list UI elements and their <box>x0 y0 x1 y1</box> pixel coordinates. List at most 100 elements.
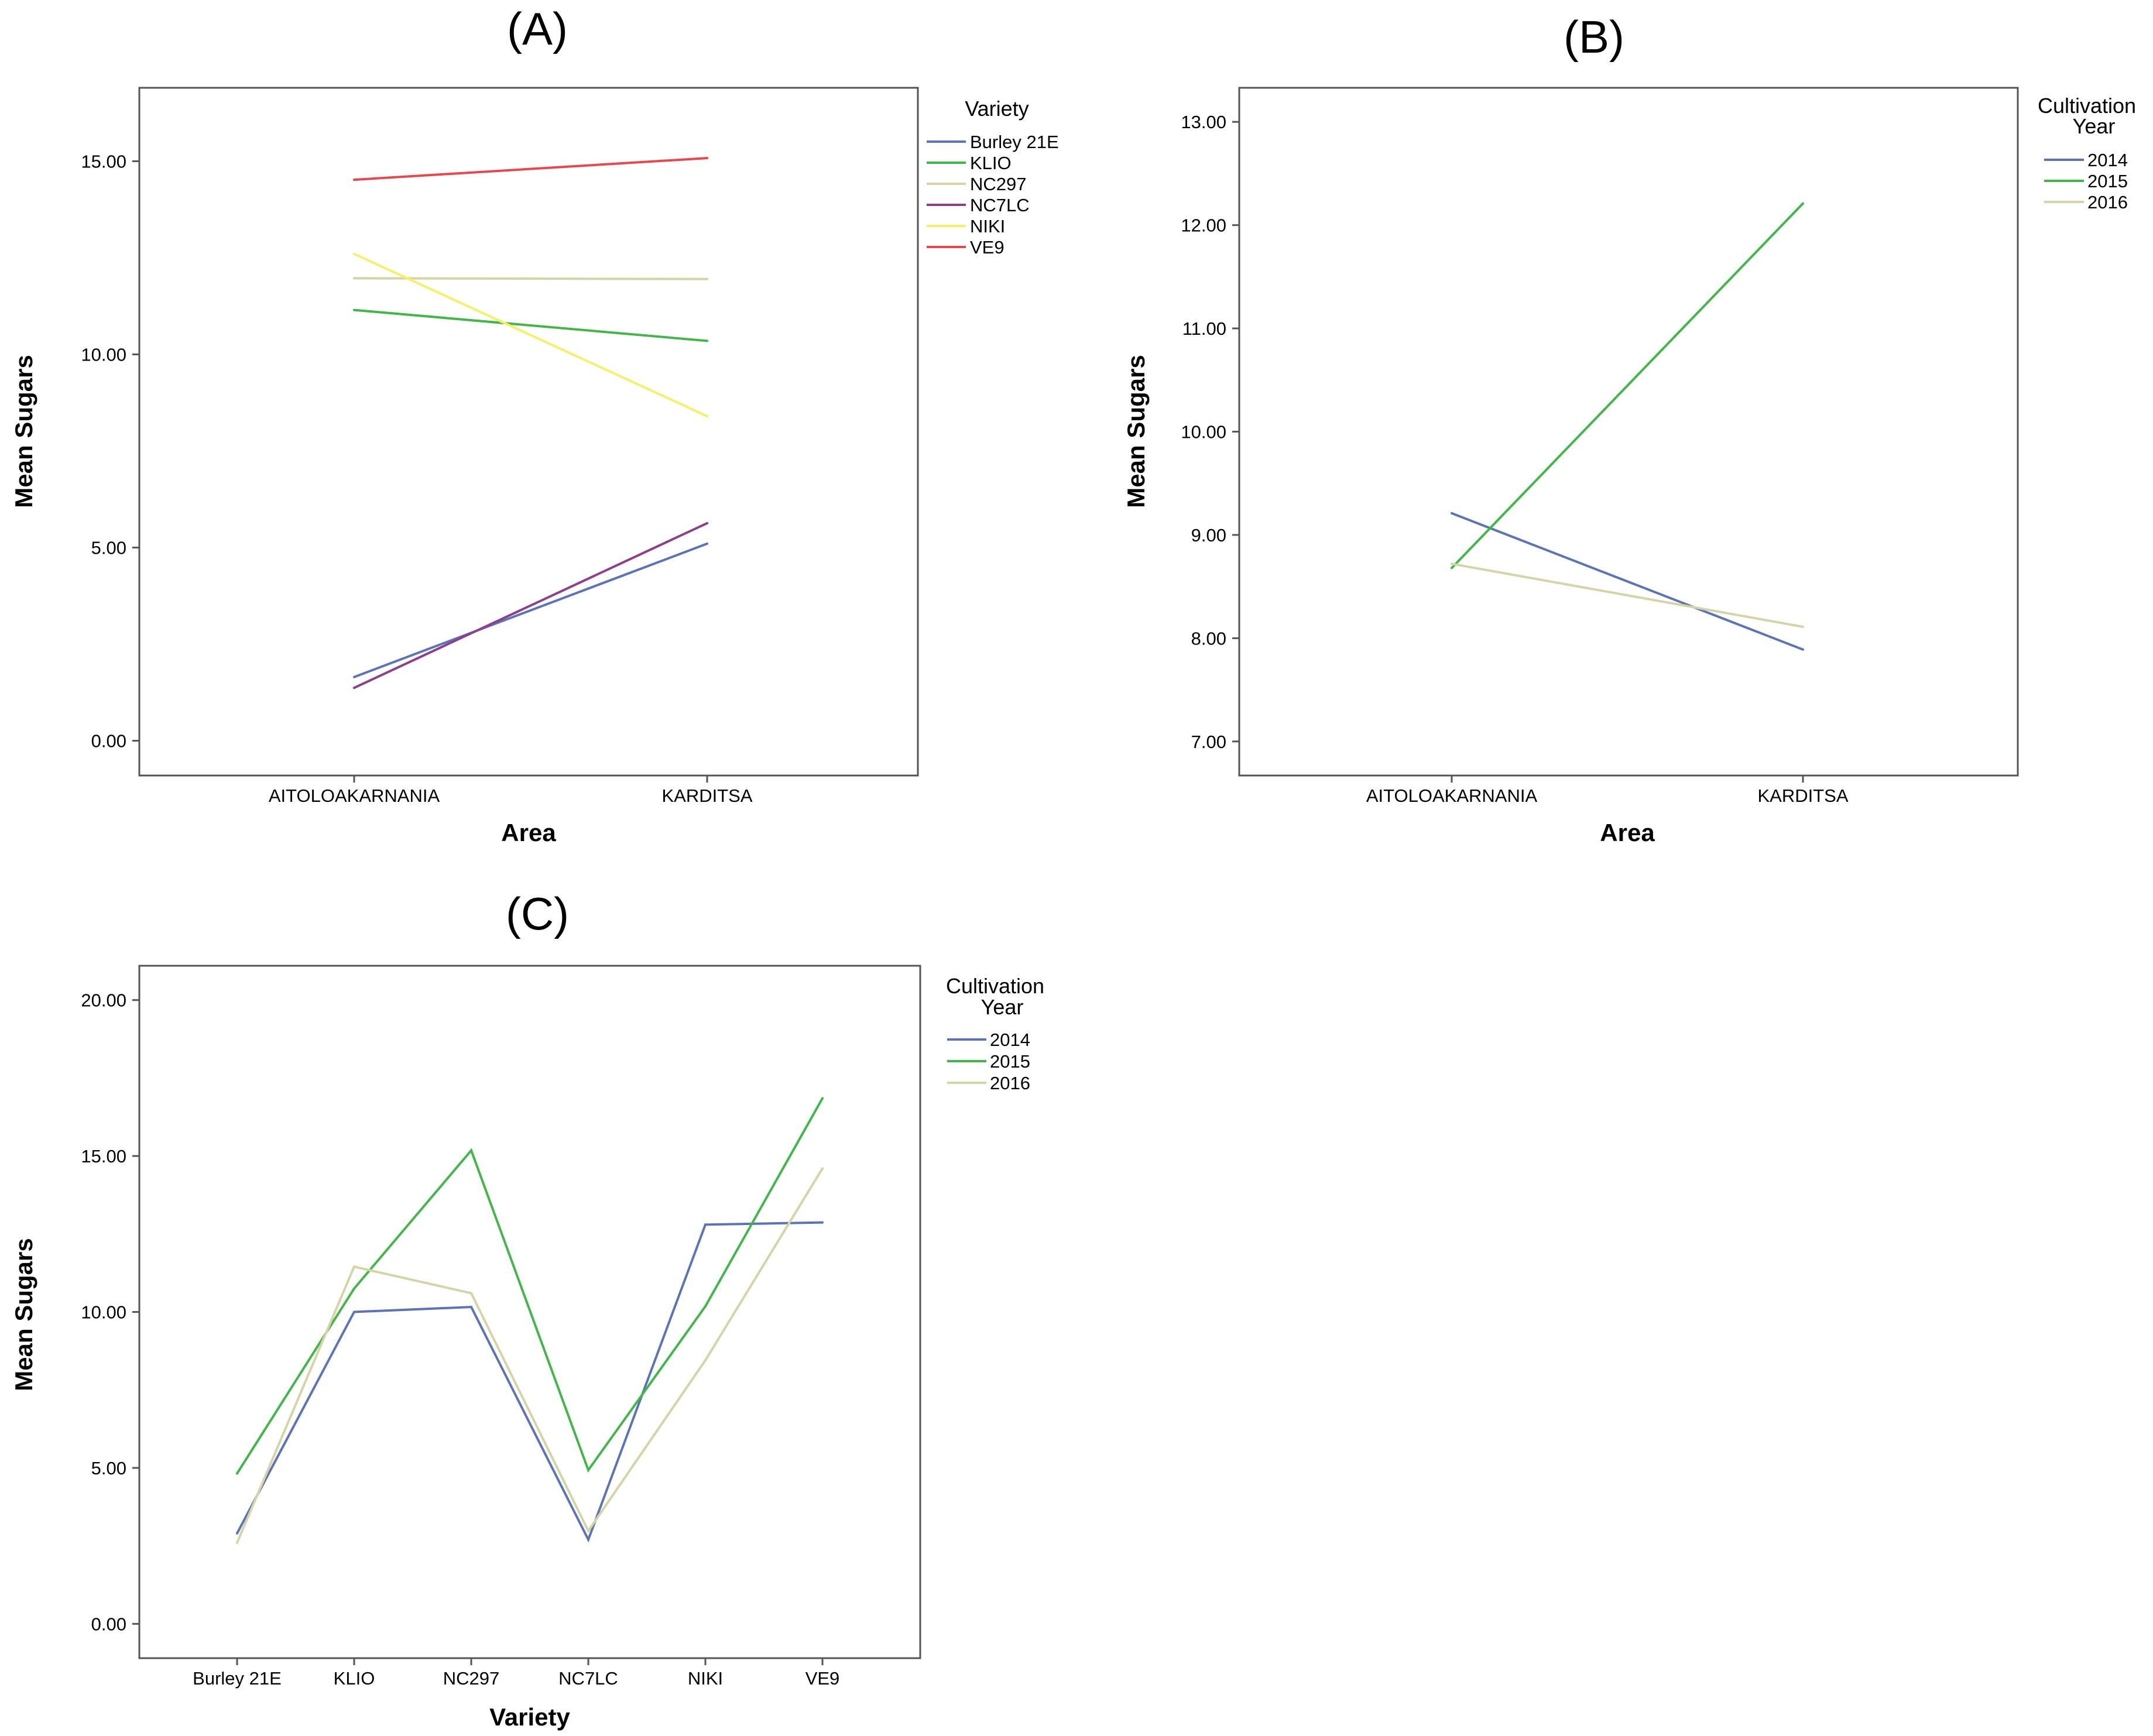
panel-a-data-point <box>706 415 708 418</box>
panel-a-y-tick-label: 15.00 <box>81 151 126 171</box>
panel-c-y-tick-label: 15.00 <box>81 1146 126 1167</box>
panel-b-legend-title-line1: Cultivation <box>2038 94 2136 118</box>
panel-c-data-point <box>821 1221 824 1224</box>
panel-c-x-tick-label: NC7LC <box>558 1668 618 1689</box>
panel-a-series-line-ve9 <box>354 157 708 181</box>
panel-c-y-tick-label: 5.00 <box>91 1458 126 1478</box>
panel-c-x-tick-label: KLIO <box>334 1668 375 1689</box>
panel-c-data-point <box>470 1306 472 1308</box>
panel-a-data-point <box>706 277 708 280</box>
panel-c-data-point <box>821 1097 824 1100</box>
panel-c-y-tick-label: 0.00 <box>91 1614 126 1634</box>
panel-a-series-line-nc7lc <box>354 522 708 689</box>
panel-a-label: (A) <box>507 3 568 54</box>
panel-b-plot-frame <box>1238 87 2019 777</box>
panel-c-data-point <box>236 1472 238 1475</box>
panel-c-legend-label: 2015 <box>990 1051 1030 1072</box>
panel-c-data-point <box>353 1287 355 1290</box>
panel-b-series-line-2015 <box>1451 203 1804 569</box>
panel-a-x-axis-title: Area <box>501 819 556 846</box>
panel-c-data-point <box>704 1359 707 1362</box>
panel-c-legend-label: 2016 <box>990 1073 1030 1093</box>
panel-b-series-line-2016 <box>1451 562 1804 628</box>
panel-c-legend-title-line2: Year <box>981 995 1024 1019</box>
panel-b-x-axis-title: Area <box>1600 819 1655 846</box>
panel-a-series-line-burley-21e <box>354 543 708 678</box>
panel-c-x-tick-label: NIKI <box>688 1668 723 1689</box>
panel-a-y-tick-label: 0.00 <box>91 731 126 752</box>
panel-b-y-axis-title: Mean Sugars <box>1122 355 1150 507</box>
panel-c-x-tick-label: Burley 21E <box>193 1668 282 1689</box>
panel-b-data-point <box>1802 202 1804 205</box>
panel-b-legend-label: 2015 <box>2087 171 2128 191</box>
panel-a-data-point <box>706 542 708 545</box>
panel-b-plot-area: 7.00 8.00 9.00 10.00 11.00 12.00 13.00 AITOLOAK… <box>1181 112 1848 806</box>
panel-c-data-point <box>353 1310 355 1313</box>
panel-b-data-point <box>1451 512 1453 514</box>
panel-a-legend-label: VE9 <box>970 237 1004 258</box>
panel-b-x-tick-label: KARDITSA <box>1757 785 1848 806</box>
panel-a-data-point <box>353 308 355 311</box>
panel-a-legend-title: Variety <box>965 97 1028 121</box>
panel-c-data-point <box>587 1469 589 1471</box>
panel-b-label: (B) <box>1564 11 1624 63</box>
panel-c-y-axis-title: Mean Sugars <box>10 1238 37 1391</box>
panel-c-data-point <box>587 1529 589 1532</box>
panel-c-data-point <box>236 1541 238 1544</box>
panel-b-data-point <box>1451 567 1453 569</box>
panel-a-series-line-nc297 <box>354 277 708 280</box>
panel-a-legend-label: KLIO <box>970 153 1012 173</box>
panel-a-data-point <box>706 522 708 524</box>
panel-c-data-point <box>236 1532 238 1535</box>
panel-c-series-line-2014 <box>236 1221 823 1543</box>
panel-b-y-tick-label: 11.00 <box>1182 318 1226 339</box>
panel-c-x-axis-title: Variety <box>489 1703 570 1731</box>
panel-c-data-point <box>821 1167 824 1170</box>
panel-b-y-tick-label: 7.00 <box>1191 732 1226 752</box>
panel-c-series-line-2016 <box>236 1168 824 1543</box>
panel-c-data-point <box>470 1149 472 1152</box>
panel-b-y-tick-label: 9.00 <box>1191 525 1226 545</box>
panel-b-y-tick-label: 8.00 <box>1191 628 1226 649</box>
panel-c-x-tick-label: VE9 <box>805 1668 840 1689</box>
panel-a-plot-frame <box>138 87 919 777</box>
panel-a-x-tick-label: AITOLOAKARNANIA <box>269 785 440 806</box>
panel-a-x-tick-label: KARDITSA <box>661 785 752 806</box>
panel-a-data-point <box>353 277 355 280</box>
panel-a-y-axis-title: Mean Sugars <box>10 355 37 507</box>
panel-c-series-line-2015 <box>236 1097 824 1474</box>
panel-b-legend-label: 2014 <box>2087 150 2128 170</box>
panel-a-data-point <box>353 179 355 181</box>
panel-b-legend-title-line2: Year <box>2073 114 2116 138</box>
panel-a-data-point <box>353 252 355 255</box>
panel-a-data-point <box>353 675 355 678</box>
panel-a-legend-label: Burley 21E <box>970 132 1059 152</box>
panel-a-legend-label: NC7LC <box>970 195 1030 215</box>
panel-c-data-point <box>704 1305 707 1308</box>
panel-c-data-point <box>704 1223 707 1226</box>
panel-b-y-tick-label: 10.00 <box>1181 422 1226 442</box>
panel-c-x-tick-label: NC297 <box>443 1668 500 1689</box>
panel-b: (B) 7.00 8.00 9.00 10.00 11.00 12.00 13.00 AITO… <box>1122 11 2136 846</box>
panel-a-legend-label: NC297 <box>970 174 1027 194</box>
panel-b-data-point <box>1451 562 1453 565</box>
panel-c: (C) 0.00 5.00 10.00 15.00 20.00 Burley 21E KLI… <box>10 888 1044 1731</box>
panel-c-legend-label: 2014 <box>990 1030 1030 1050</box>
panel-a-plot-area: 0.00 5.00 10.00 15.00 AITOLOAKARNANIA KARDITS… <box>81 151 752 806</box>
panel-a-series-line-klio <box>354 308 708 342</box>
panel-a-y-tick-label: 10.00 <box>81 344 126 365</box>
panel-a-series-line-niki <box>354 252 708 417</box>
panel-a-data-point <box>706 339 708 342</box>
panel-b-legend-label: 2016 <box>2087 192 2128 212</box>
panel-c-plot-area: 0.00 5.00 10.00 15.00 20.00 Burley 21E KLIO NC2… <box>81 990 839 1689</box>
panel-c-y-tick-label: 10.00 <box>81 1302 126 1323</box>
panel-c-data-point <box>470 1292 472 1295</box>
panel-c-data-point <box>587 1538 589 1541</box>
panel-b-data-point <box>1802 648 1804 651</box>
panel-c-data-point <box>353 1265 355 1268</box>
